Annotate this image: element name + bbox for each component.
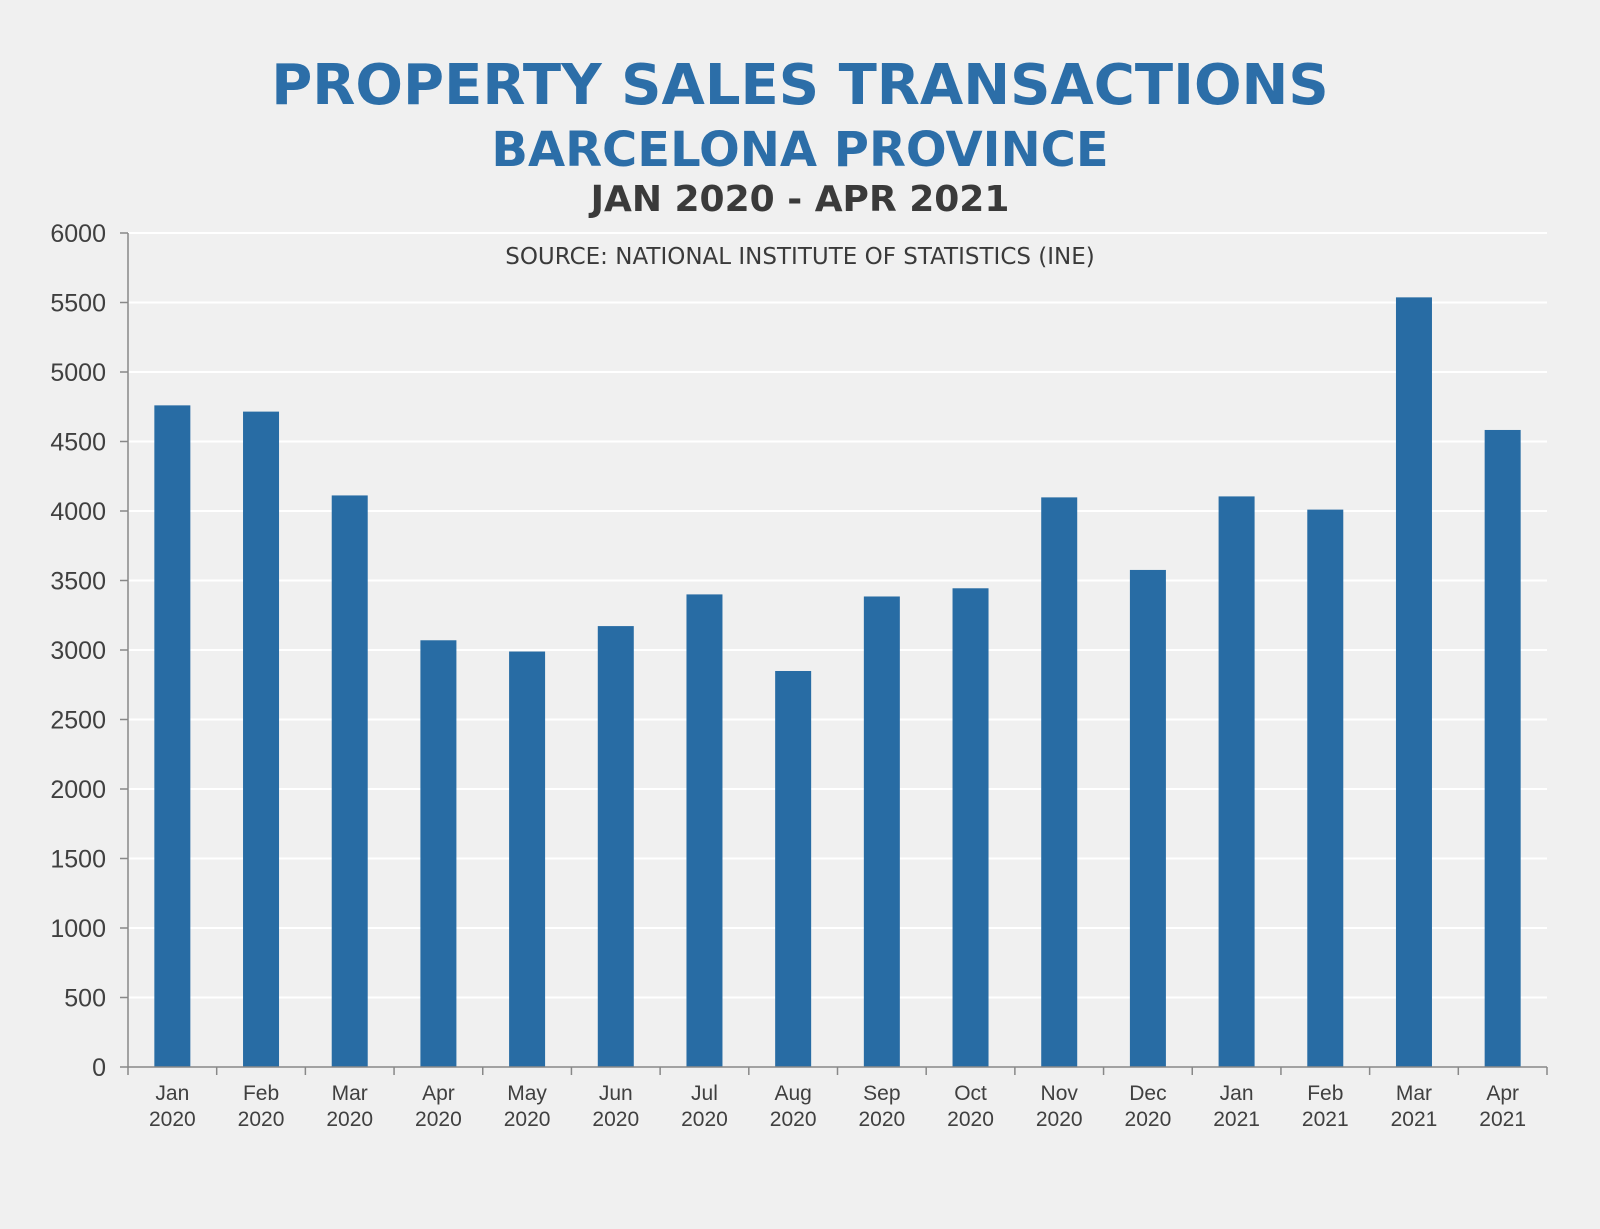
- x-tick-label-year: 2020: [858, 1108, 905, 1131]
- chart-subtitle: BARCELONA PROVINCE: [491, 122, 1108, 178]
- x-tick-label-year: 2020: [681, 1108, 728, 1131]
- bar: [420, 640, 457, 1067]
- x-tick-label-year: 2020: [326, 1108, 373, 1131]
- y-tick-label: 500: [64, 985, 106, 1013]
- bar: [775, 670, 812, 1067]
- bar: [1041, 497, 1078, 1067]
- x-tick-label-year: 2020: [770, 1108, 817, 1131]
- x-tick-label-year: 2021: [1391, 1108, 1438, 1131]
- chart-source: SOURCE: NATIONAL INSTITUTE OF STATISTICS…: [505, 244, 1095, 270]
- x-tick-label-month: Apr: [1486, 1082, 1519, 1105]
- x-tick-label-month: May: [507, 1082, 547, 1105]
- x-tick-label-month: Jan: [155, 1082, 189, 1105]
- x-tick-label-year: 2020: [1125, 1108, 1172, 1131]
- x-tick-label-month: Sep: [863, 1082, 900, 1105]
- y-tick-label: 1500: [50, 846, 106, 874]
- x-tick-label-year: 2020: [238, 1108, 285, 1131]
- bar: [597, 626, 634, 1067]
- x-tick-label-month: Jul: [691, 1082, 718, 1105]
- bar: [243, 411, 280, 1067]
- y-tick-label: 3500: [50, 568, 106, 596]
- y-tick-label: 3000: [50, 637, 106, 665]
- x-tick-label-year: 2020: [592, 1108, 639, 1131]
- x-tick-label-month: Oct: [954, 1082, 987, 1105]
- bar: [863, 596, 900, 1067]
- x-tick-label-month: Aug: [774, 1082, 811, 1105]
- y-tick-label: 2000: [50, 776, 106, 804]
- x-tick-label-month: Apr: [422, 1082, 455, 1105]
- x-tick-label-month: Nov: [1041, 1082, 1079, 1105]
- x-tick-label-year: 2021: [1479, 1108, 1526, 1131]
- x-tick-label-year: 2020: [504, 1108, 551, 1131]
- bar: [1129, 569, 1166, 1067]
- x-tick-label-month: Jun: [599, 1082, 633, 1105]
- x-tick-label-year: 2020: [947, 1108, 994, 1131]
- x-tick-label-month: Jan: [1220, 1082, 1254, 1105]
- bar: [686, 594, 723, 1067]
- x-tick-label-year: 2020: [149, 1108, 196, 1131]
- x-tick-label-year: 2020: [1036, 1108, 1083, 1131]
- bar: [331, 495, 368, 1067]
- chart-period: JAN 2020 - APR 2021: [588, 179, 1010, 220]
- y-tick-label: 5000: [50, 359, 106, 387]
- x-tick-label-month: Mar: [1396, 1082, 1432, 1105]
- x-tick-label-month: Dec: [1129, 1082, 1166, 1105]
- bar: [1307, 509, 1344, 1067]
- x-tick-label-year: 2021: [1302, 1108, 1349, 1131]
- x-tick-label-month: Mar: [332, 1082, 368, 1105]
- x-tick-label-year: 2020: [415, 1108, 462, 1131]
- y-tick-label: 6000: [50, 220, 106, 248]
- x-tick-label-month: Feb: [243, 1082, 279, 1105]
- bar: [1395, 297, 1432, 1067]
- bar: [1218, 496, 1255, 1067]
- y-tick-label: 2500: [50, 707, 106, 735]
- bar: [952, 588, 989, 1067]
- y-tick-label: 1000: [50, 915, 106, 943]
- bar: [509, 651, 546, 1067]
- y-tick-label: 4000: [50, 498, 106, 526]
- x-tick-label-month: Feb: [1307, 1082, 1343, 1105]
- y-tick-label: 4500: [50, 429, 106, 457]
- chart-title: PROPERTY SALES TRANSACTIONS: [271, 53, 1329, 118]
- y-tick-label: 5500: [50, 290, 106, 318]
- x-tick-label-year: 2021: [1213, 1108, 1260, 1131]
- y-tick-label: 0: [92, 1054, 106, 1082]
- bar: [154, 405, 191, 1067]
- bar: [1484, 429, 1521, 1067]
